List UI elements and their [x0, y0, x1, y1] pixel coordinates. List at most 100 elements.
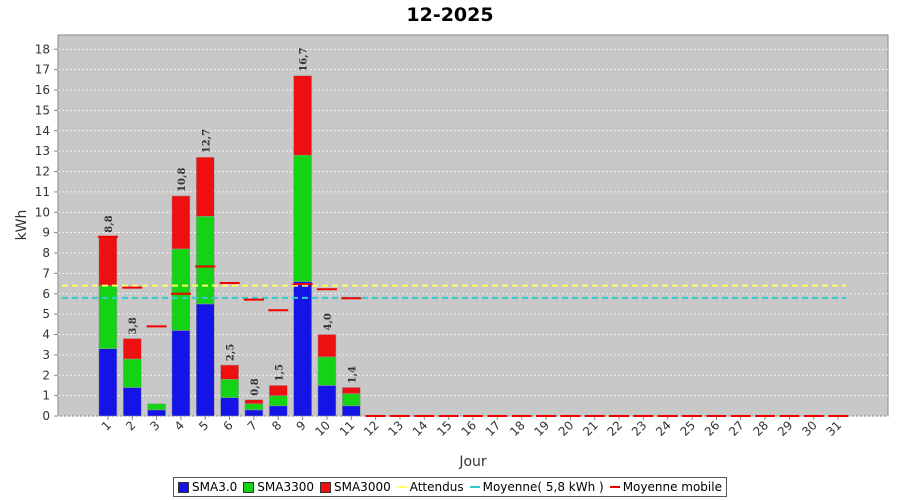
x-tick-label: 7 — [245, 418, 260, 433]
chart-title: 12-2025 — [406, 4, 493, 26]
legend-item: SMA3300 — [243, 480, 314, 494]
bar-segment — [147, 409, 166, 417]
y-tick-label: 4 — [42, 328, 50, 342]
bar-segment — [171, 195, 191, 250]
bar-segment — [171, 330, 191, 417]
y-tick-label: 1 — [42, 389, 50, 403]
bar-segment — [342, 405, 361, 417]
y-tick-label: 3 — [42, 348, 50, 362]
total-label: 12,7 — [201, 129, 212, 153]
total-label: 1,5 — [274, 364, 285, 381]
y-tick-label: 5 — [42, 307, 50, 321]
x-tick-label: 26 — [702, 418, 723, 439]
y-tick-label: 8 — [42, 246, 50, 260]
x-tick-label: 4 — [172, 418, 187, 433]
bar-segment — [98, 285, 118, 350]
bar-segment — [244, 403, 264, 411]
legend-swatch — [609, 486, 620, 488]
y-tick-label: 16 — [35, 83, 50, 97]
y-tick-label: 17 — [35, 63, 50, 77]
y-axis-label: kWh — [14, 210, 30, 241]
x-tick-label: 20 — [556, 418, 577, 439]
bar-segment — [122, 358, 142, 388]
x-tick-label: 25 — [677, 418, 698, 439]
x-tick-label: 14 — [410, 418, 431, 439]
x-tick-label: 6 — [220, 418, 235, 433]
total-label: 4,0 — [323, 313, 334, 330]
total-label: 1,4 — [347, 366, 358, 383]
bar-segment — [171, 248, 191, 331]
y-tick-label: 6 — [42, 287, 50, 301]
legend-item: Moyenne mobile — [609, 480, 722, 494]
bar-segment — [196, 303, 215, 417]
y-tick-label: 0 — [42, 409, 50, 423]
bar-segment — [293, 154, 312, 282]
chart: 12-2025 Jour kWh 01234567891011121314151… — [14, 4, 889, 470]
bar-segment — [196, 216, 215, 305]
legend-label: Moyenne( 5,8 kWh ) — [482, 480, 604, 494]
x-tick-label: 16 — [458, 418, 479, 439]
x-tick-label: 1 — [99, 418, 114, 433]
legend-label: SMA3.0 — [192, 480, 238, 494]
y-tick-label: 13 — [35, 144, 50, 158]
x-tick-label: 3 — [147, 418, 162, 433]
bar-segment — [317, 334, 337, 358]
bar-segment — [269, 385, 288, 396]
x-tick-label: 9 — [293, 418, 308, 433]
x-tick-label: 23 — [629, 418, 650, 439]
x-tick-label: 5 — [196, 418, 211, 433]
y-tick-label: 18 — [35, 42, 50, 56]
legend-item: SMA3000 — [320, 480, 391, 494]
legend-label: Attendus — [409, 480, 464, 494]
legend-label: Moyenne mobile — [622, 480, 722, 494]
legend-label: SMA3000 — [334, 480, 391, 494]
bar-segment — [293, 281, 312, 417]
legend-item: Attendus — [396, 480, 464, 494]
bar-segment — [317, 356, 337, 386]
x-tick-label: 28 — [750, 418, 771, 439]
legend-swatch — [320, 481, 331, 493]
x-tick-label: 22 — [604, 418, 625, 439]
x-tick-label: 10 — [312, 418, 333, 439]
bar-segment — [342, 393, 361, 407]
y-tick-label: 11 — [35, 185, 50, 199]
y-tick-label: 7 — [42, 266, 50, 280]
total-label: 16,7 — [299, 47, 310, 71]
bar-segment — [244, 409, 264, 417]
x-tick-label: 27 — [726, 418, 747, 439]
legend-box: SMA3.0 SMA3300 SMA3000 Attendus Moyenne( 5,8… — [173, 477, 727, 497]
y-tick-label: 12 — [35, 165, 50, 179]
total-label: 0,8 — [250, 378, 261, 395]
bar-segment — [147, 403, 166, 411]
x-tick-label: 31 — [824, 418, 845, 439]
x-tick-label: 13 — [385, 418, 406, 439]
bar-segment — [122, 338, 142, 360]
total-label: 2,5 — [226, 344, 237, 361]
total-label: 10,8 — [177, 168, 188, 192]
bar-segment — [317, 385, 337, 417]
x-tick-label: 8 — [269, 418, 284, 433]
y-tick-label: 14 — [35, 124, 50, 138]
y-tick-label: 10 — [35, 205, 50, 219]
y-tick-label: 9 — [42, 226, 50, 240]
y-tick-label: 2 — [42, 368, 50, 382]
bar-segment — [269, 405, 288, 417]
x-tick-label: 17 — [483, 418, 504, 439]
legend: SMA3.0 SMA3300 SMA3000 Attendus Moyenne( 5,8… — [0, 477, 900, 497]
y-tick-label: 15 — [35, 103, 50, 117]
x-tick-label: 24 — [653, 418, 674, 439]
bar-segment — [342, 387, 361, 394]
total-label: 3,8 — [128, 317, 139, 334]
bar-segment — [244, 399, 264, 405]
x-tick-label: 30 — [799, 418, 820, 439]
legend-item: SMA3.0 — [178, 480, 237, 494]
legend-swatch — [178, 481, 190, 493]
x-tick-label: 15 — [434, 418, 455, 439]
bar-segment — [220, 364, 239, 380]
x-tick-label: 12 — [361, 418, 382, 439]
x-axis-label: Jour — [458, 454, 487, 470]
bar-segment — [220, 379, 239, 398]
bar-segment — [293, 75, 312, 156]
legend-swatch — [469, 486, 480, 488]
